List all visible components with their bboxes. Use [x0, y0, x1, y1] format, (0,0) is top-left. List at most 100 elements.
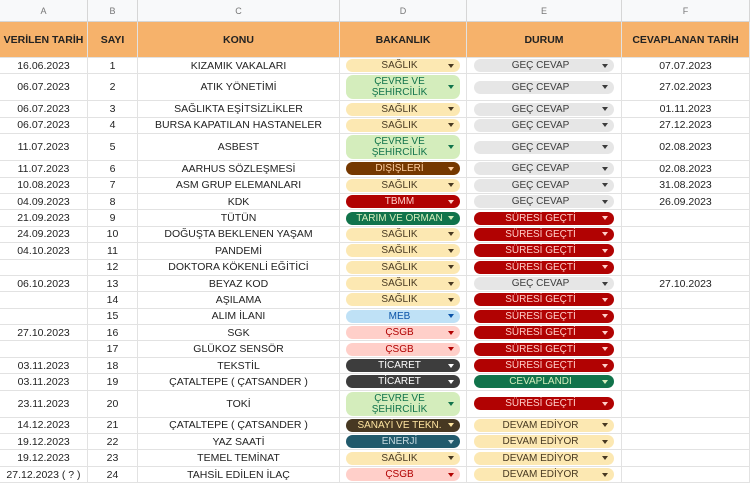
cell-subject[interactable]: GLÜKOZ SENSÖR — [138, 341, 340, 358]
cell-no[interactable]: 16 — [88, 325, 138, 342]
cell-status[interactable]: GEÇ CEVAP — [467, 74, 622, 102]
column-letter[interactable]: E — [467, 0, 622, 22]
ministry-chip[interactable]: ENERJİ — [346, 435, 460, 449]
ministry-chip[interactable]: SAĞLIK — [346, 59, 460, 73]
cell-date[interactable]: 11.07.2023 — [0, 161, 88, 178]
cell-ministry[interactable]: TBMM — [340, 193, 467, 211]
cell-status[interactable]: GEÇ CEVAP — [467, 193, 622, 211]
cell-no[interactable]: 7 — [88, 177, 138, 194]
cell-ministry[interactable]: TİCARET — [340, 357, 467, 375]
status-chip[interactable]: GEÇ CEVAP — [474, 162, 614, 176]
ministry-chip[interactable]: ÇEVRE VE ŞEHİRCİLİK — [346, 391, 460, 416]
ministry-chip[interactable]: ÇSGB — [346, 326, 460, 340]
cell-status[interactable]: CEVAPLANDI — [467, 374, 622, 391]
cell-answered[interactable] — [622, 434, 750, 451]
cell-date[interactable] — [0, 259, 88, 276]
cell-status[interactable]: SÜRESİ GEÇTİ — [467, 308, 622, 326]
cell-answered[interactable] — [622, 292, 750, 309]
cell-no[interactable]: 17 — [88, 341, 138, 358]
cell-subject[interactable]: TOKİ — [138, 390, 340, 418]
cell-status[interactable]: DEVAM EDİYOR — [467, 417, 622, 435]
cell-status[interactable]: SÜRESİ GEÇTİ — [467, 292, 622, 309]
cell-no[interactable]: 20 — [88, 390, 138, 418]
status-chip[interactable]: SÜRESİ GEÇTİ — [474, 309, 614, 323]
cell-date[interactable]: 06.07.2023 — [0, 74, 88, 102]
status-chip[interactable]: GEÇ CEVAP — [474, 277, 614, 291]
cell-date[interactable]: 06.07.2023 — [0, 117, 88, 135]
cell-answered[interactable] — [622, 325, 750, 342]
cell-status[interactable]: GEÇ CEVAP — [467, 177, 622, 194]
cell-answered[interactable]: 01.11.2023 — [622, 101, 750, 118]
cell-date[interactable]: 03.11.2023 — [0, 357, 88, 375]
status-chip[interactable]: SÜRESİ GEÇTİ — [474, 227, 614, 241]
cell-ministry[interactable]: SAĞLIK — [340, 226, 467, 244]
cell-ministry[interactable]: ÇEVRE VE ŞEHİRCİLİK — [340, 74, 467, 102]
ministry-chip[interactable]: SANAYİ VE TEKN. — [346, 418, 460, 432]
cell-status[interactable]: GEÇ CEVAP — [467, 134, 622, 162]
cell-status[interactable]: GEÇ CEVAP — [467, 275, 622, 293]
cell-answered[interactable] — [622, 259, 750, 276]
cell-ministry[interactable]: ÇSGB — [340, 466, 467, 484]
cell-ministry[interactable]: SAĞLIK — [340, 292, 467, 309]
cell-answered[interactable] — [622, 417, 750, 435]
cell-date[interactable]: 24.09.2023 — [0, 226, 88, 244]
cell-subject[interactable]: PANDEMİ — [138, 243, 340, 260]
cell-date[interactable]: 14.12.2023 — [0, 417, 88, 435]
cell-no[interactable]: 8 — [88, 193, 138, 211]
cell-date[interactable]: 19.12.2023 — [0, 450, 88, 467]
cell-answered[interactable] — [622, 226, 750, 244]
cell-date[interactable]: 04.10.2023 — [0, 243, 88, 260]
cell-no[interactable]: 13 — [88, 275, 138, 293]
cell-subject[interactable]: ATIK YÖNETİMİ — [138, 74, 340, 102]
status-chip[interactable]: DEVAM EDİYOR — [474, 418, 614, 432]
cell-ministry[interactable]: SAĞLIK — [340, 117, 467, 135]
cell-no[interactable]: 14 — [88, 292, 138, 309]
cell-no[interactable]: 21 — [88, 417, 138, 435]
cell-answered[interactable] — [622, 390, 750, 418]
cell-answered[interactable]: 07.07.2023 — [622, 58, 750, 75]
status-chip[interactable]: SÜRESİ GEÇTİ — [474, 359, 614, 373]
ministry-chip[interactable]: ÇSGB — [346, 342, 460, 356]
cell-date[interactable]: 27.10.2023 — [0, 325, 88, 342]
cell-subject[interactable]: BURSA KAPATILAN HASTANELER — [138, 117, 340, 135]
status-chip[interactable]: GEÇ CEVAP — [474, 178, 614, 192]
ministry-chip[interactable]: TBMM — [346, 195, 460, 209]
status-chip[interactable]: GEÇ CEVAP — [474, 80, 614, 94]
cell-status[interactable]: SÜRESİ GEÇTİ — [467, 226, 622, 244]
status-chip[interactable]: GEÇ CEVAP — [474, 118, 614, 132]
cell-status[interactable]: SÜRESİ GEÇTİ — [467, 390, 622, 418]
cell-no[interactable]: 5 — [88, 134, 138, 162]
cell-ministry[interactable]: SANAYİ VE TEKN. — [340, 417, 467, 435]
status-chip[interactable]: SÜRESİ GEÇTİ — [474, 244, 614, 258]
status-chip[interactable]: SÜRESİ GEÇTİ — [474, 293, 614, 307]
status-chip[interactable]: GEÇ CEVAP — [474, 140, 614, 154]
status-chip[interactable]: SÜRESİ GEÇTİ — [474, 326, 614, 340]
cell-subject[interactable]: TEMEL TEMİNAT — [138, 450, 340, 467]
cell-status[interactable]: SÜRESİ GEÇTİ — [467, 325, 622, 342]
ministry-chip[interactable]: SAĞLIK — [346, 293, 460, 307]
cell-date[interactable]: 27.12.2023 ( ? ) — [0, 466, 88, 484]
cell-date[interactable] — [0, 308, 88, 326]
cell-no[interactable]: 1 — [88, 58, 138, 75]
cell-status[interactable]: SÜRESİ GEÇTİ — [467, 259, 622, 276]
cell-status[interactable]: DEVAM EDİYOR — [467, 450, 622, 467]
column-letter[interactable]: C — [138, 0, 340, 22]
status-chip[interactable]: SÜRESİ GEÇTİ — [474, 397, 614, 411]
cell-answered[interactable] — [622, 374, 750, 391]
cell-status[interactable]: SÜRESİ GEÇTİ — [467, 210, 622, 227]
cell-ministry[interactable]: SAĞLIK — [340, 259, 467, 276]
ministry-chip[interactable]: MEB — [346, 309, 460, 323]
status-chip[interactable]: DEVAM EDİYOR — [474, 468, 614, 481]
cell-no[interactable]: 18 — [88, 357, 138, 375]
cell-answered[interactable] — [622, 341, 750, 358]
cell-date[interactable]: 23.11.2023 — [0, 390, 88, 418]
cell-ministry[interactable]: SAĞLIK — [340, 58, 467, 75]
ministry-chip[interactable]: SAĞLIK — [346, 102, 460, 116]
cell-answered[interactable]: 31.08.2023 — [622, 177, 750, 194]
cell-answered[interactable] — [622, 308, 750, 326]
cell-answered[interactable] — [622, 243, 750, 260]
status-chip[interactable]: SÜRESİ GEÇTİ — [474, 260, 614, 274]
cell-status[interactable]: SÜRESİ GEÇTİ — [467, 357, 622, 375]
column-letter[interactable]: B — [88, 0, 138, 22]
column-letter[interactable]: A — [0, 0, 88, 22]
